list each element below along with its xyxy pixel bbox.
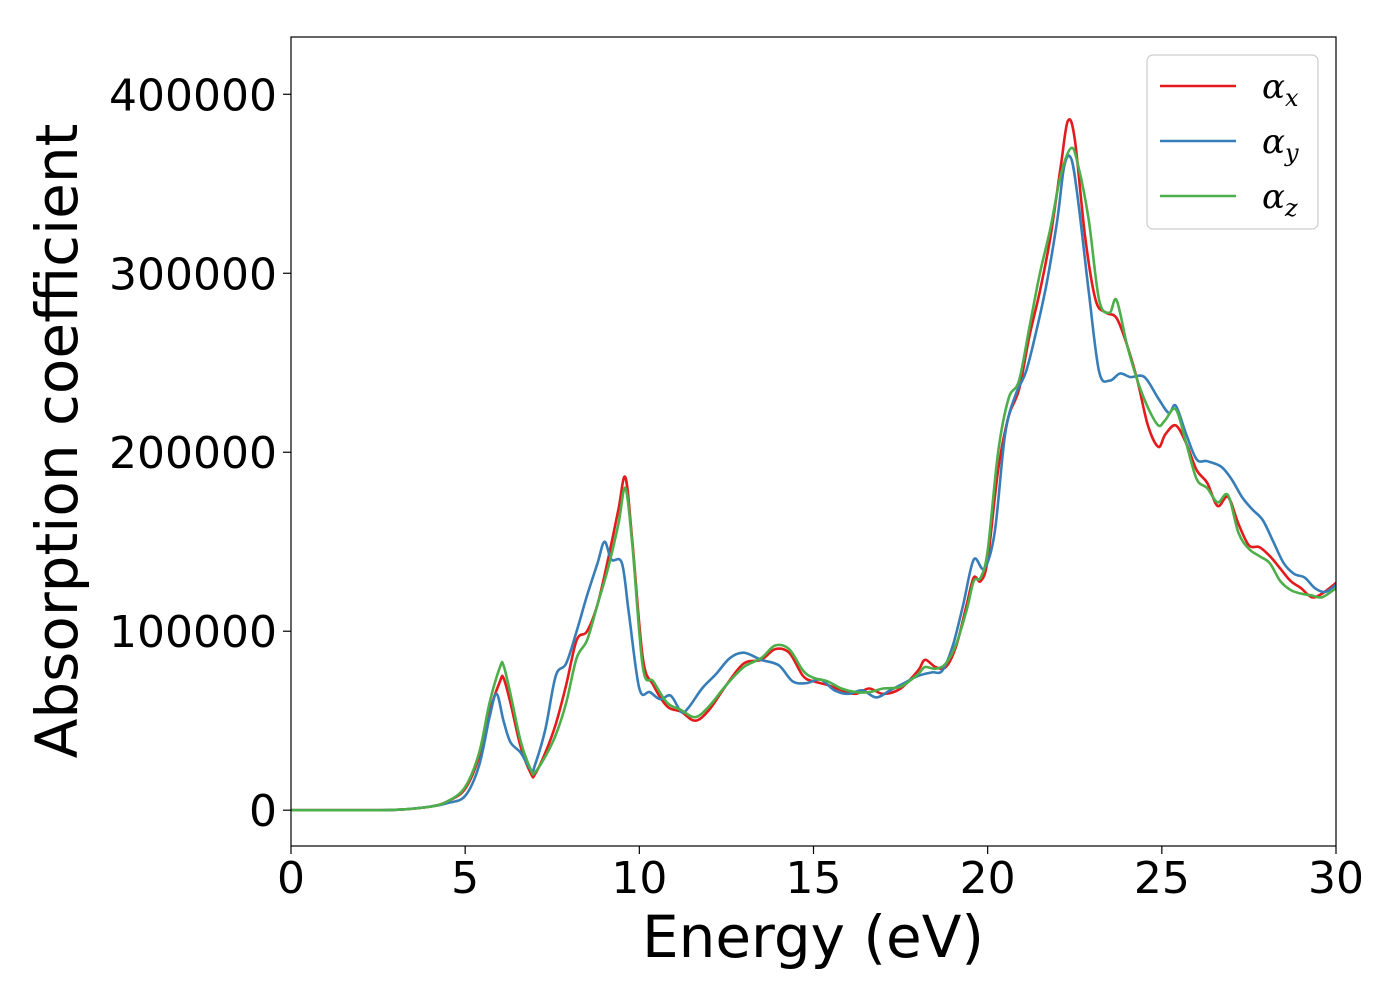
y-tick-label: 300000 bbox=[109, 249, 277, 300]
series-line-alpha-y bbox=[291, 154, 1336, 812]
x-tick-label: 5 bbox=[451, 853, 479, 904]
y-tick-label: 0 bbox=[249, 786, 277, 837]
legend-subscript: z bbox=[1284, 194, 1298, 222]
legend-subscript: y bbox=[1284, 139, 1299, 167]
legend-symbol: α bbox=[1262, 67, 1285, 107]
y-axis-label: Absorption coefficient bbox=[23, 124, 91, 759]
x-tick-label: 15 bbox=[786, 853, 842, 904]
x-tick-label: 25 bbox=[1134, 853, 1190, 904]
series-line-alpha-z bbox=[291, 146, 1336, 812]
x-axis-ticks: 0 5 10 15 20 25 30 bbox=[277, 846, 1364, 904]
legend-label-alpha-z: αz bbox=[1262, 177, 1298, 222]
y-tick-label: 400000 bbox=[109, 70, 277, 121]
x-axis-label: Energy (eV) bbox=[642, 903, 984, 971]
legend-subscript: x bbox=[1285, 84, 1299, 112]
x-tick-label: 0 bbox=[277, 853, 305, 904]
x-tick-label: 10 bbox=[611, 853, 667, 904]
legend-symbol: α bbox=[1262, 122, 1285, 162]
series-layer bbox=[291, 118, 1336, 812]
x-tick-label: 20 bbox=[960, 853, 1016, 904]
legend-label-alpha-x: αx bbox=[1262, 67, 1299, 112]
legend-symbol: α bbox=[1262, 177, 1285, 217]
legend-label-alpha-y: αy bbox=[1262, 122, 1299, 167]
x-tick-label: 30 bbox=[1308, 853, 1364, 904]
y-axis-ticks: 0 100000 200000 300000 400000 bbox=[109, 70, 291, 837]
y-tick-label: 100000 bbox=[109, 607, 277, 658]
y-tick-label: 200000 bbox=[109, 428, 277, 479]
